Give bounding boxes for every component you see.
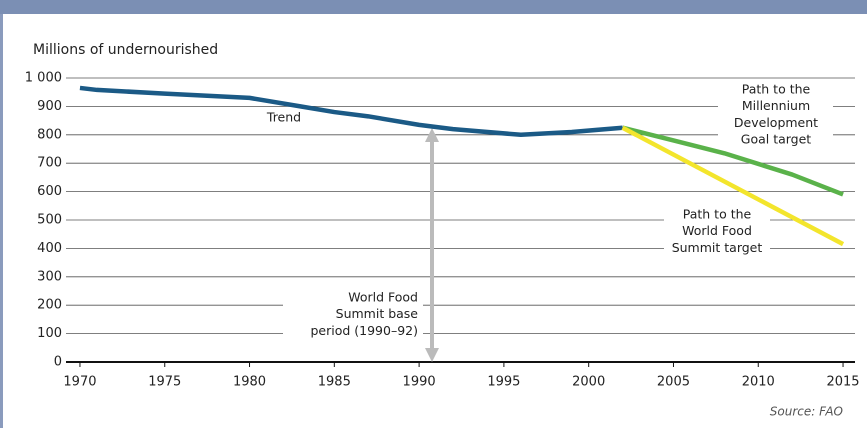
series-line: [621, 125, 845, 247]
annotation: World Food: [348, 290, 418, 305]
y-tick-label: 0: [54, 355, 62, 370]
source: Source: FAO: [770, 405, 843, 419]
x-tick-label: 2005: [657, 375, 690, 390]
arrow-head: [425, 128, 439, 142]
label-background: [283, 289, 423, 340]
y-tick-label: 700: [37, 156, 62, 171]
x-tick-label: 2000: [572, 375, 605, 390]
x-tick-label: 1995: [487, 375, 520, 390]
annotation: period (1990–92): [310, 323, 418, 338]
x-tick-label: 2010: [742, 375, 775, 390]
header-band: [0, 0, 867, 14]
y-tick-label: 800: [37, 127, 62, 142]
annotation: Goal target: [741, 132, 812, 147]
y-tick-label: 1 000: [25, 71, 62, 86]
x-tick-label: 1980: [233, 375, 266, 390]
series-line: [79, 85, 623, 138]
annotation: Path to the: [683, 207, 752, 222]
label-background: [718, 81, 833, 148]
left-border: [0, 14, 3, 428]
x-tick-label: 1990: [403, 375, 436, 390]
x-tick-label: 1970: [63, 375, 96, 390]
annotation: Development: [734, 115, 818, 130]
arrow-head: [425, 348, 439, 362]
annotation: Summit base: [336, 306, 419, 321]
x-tick-label: 1975: [148, 375, 181, 390]
y-tick-label: 600: [37, 184, 62, 199]
y-axis-label: Millions of undernourished: [33, 42, 218, 58]
label-background: [664, 206, 770, 257]
label-background: [258, 109, 310, 127]
y-tick-label: 900: [37, 99, 62, 114]
y-tick-label: 500: [37, 213, 62, 228]
y-tick-label: 300: [37, 269, 62, 284]
x-tick-label: 1985: [318, 375, 351, 390]
annotation: Summit target: [672, 240, 763, 255]
y-tick-label: 100: [37, 326, 62, 341]
annotation: Millennium: [742, 98, 810, 113]
y-tick-label: 400: [37, 241, 62, 256]
annotation: Path to the: [742, 82, 811, 97]
x-tick-label: 2015: [826, 375, 859, 390]
annotation: Trend: [266, 110, 301, 125]
y-tick-label: 200: [37, 298, 62, 313]
series-line: [622, 125, 844, 197]
annotation: World Food: [682, 223, 752, 238]
